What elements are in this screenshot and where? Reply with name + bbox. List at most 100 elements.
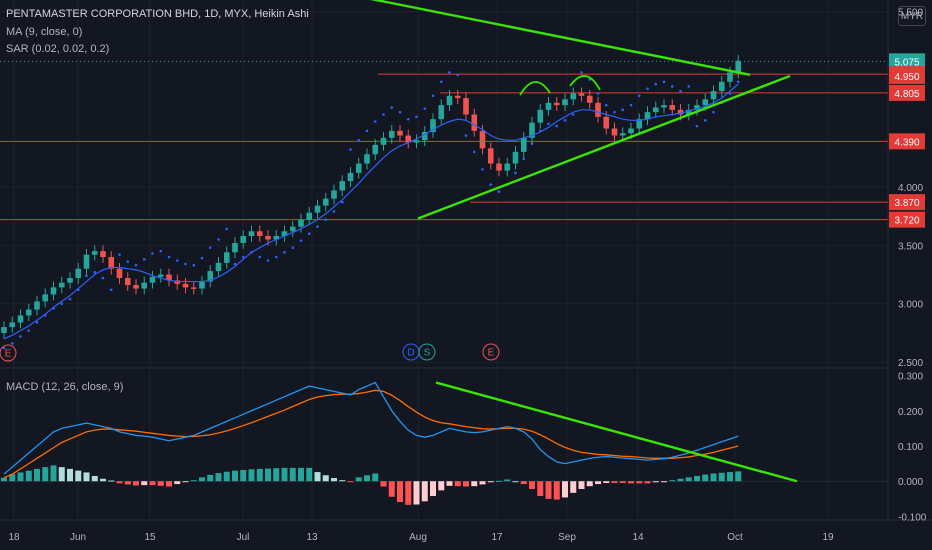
level-badge[interactable] [889, 84, 925, 101]
macd-legend[interactable]: MACD (12, 26, close, 9) [6, 381, 124, 393]
candle-body [669, 105, 676, 110]
sar-dot [497, 190, 501, 193]
price-axis[interactable]: 5.5004.0003.5003.0002.5005.0754.9654.805… [889, 8, 925, 369]
level-badge[interactable] [889, 211, 925, 228]
sar-dot [233, 262, 237, 266]
arc-drawings [519, 75, 601, 96]
candle-body [25, 309, 32, 316]
histogram-bar [545, 481, 552, 499]
sar-legend[interactable]: SAR (0.02, 0.02, 0.2) [6, 43, 110, 55]
candle-body [1, 327, 7, 333]
histogram-bar [446, 481, 453, 486]
candle-body [281, 231, 288, 236]
macd-tick-label: 0.000 [898, 477, 923, 488]
histogram-bar [141, 481, 148, 486]
ma-value-badge[interactable] [889, 67, 925, 84]
histogram-bar [240, 469, 247, 482]
ma-legend[interactable]: MA (9, close, 0) [6, 26, 83, 38]
time-tick-label: 15 [144, 532, 156, 543]
trendlines[interactable] [347, 0, 791, 220]
sar-dot [27, 329, 31, 332]
candle-body [34, 301, 40, 310]
sar-dot [382, 113, 385, 116]
sar-dot [439, 80, 443, 84]
sar-dot [118, 253, 121, 256]
currency-button[interactable]: MYR [898, 6, 926, 26]
time-tick-label: Sep [558, 532, 576, 543]
histogram-bar [190, 480, 197, 482]
sar-dot [563, 119, 567, 122]
sar-dots [2, 71, 740, 350]
candle-body [124, 278, 131, 286]
histogram-bar [529, 481, 535, 489]
candle-body [289, 226, 296, 232]
last-price-badge[interactable] [889, 53, 925, 70]
sar-dot [547, 122, 550, 126]
level-badge-text: 3.870 [894, 198, 919, 209]
sar-dot [365, 129, 369, 133]
candle-body [636, 119, 643, 129]
resistance-trendline[interactable] [347, 0, 751, 76]
macd-axis[interactable]: 0.300 0.200 0.100 0.000 -0.100 [898, 372, 927, 524]
candle-body [702, 99, 709, 106]
sar-dot [736, 80, 740, 84]
sar-dot [35, 321, 39, 324]
symbol-title[interactable]: PENTAMASTER CORPORATION BHD, 1D, MYX, He… [6, 8, 309, 20]
horizontal-levels [0, 60, 888, 221]
candle-body [586, 95, 593, 103]
histogram-bar [694, 475, 700, 482]
histogram-bar [133, 481, 139, 486]
sar-dot [596, 92, 600, 95]
candle-body [306, 212, 313, 220]
sar-dot [208, 246, 212, 249]
level-badge[interactable] [889, 133, 925, 150]
sar-dot [225, 227, 229, 231]
sar-dot [398, 110, 402, 114]
histogram-bar [25, 470, 32, 482]
sar-dot [456, 73, 460, 77]
candle-body [248, 231, 255, 236]
sar-dot [134, 263, 138, 267]
histogram-bar [421, 481, 428, 502]
time-axis[interactable]: 18 Jun 15 Jul 13 Aug 17 Sep 14 Oct 19 [8, 532, 834, 543]
macd-trendline[interactable] [435, 381, 798, 483]
time-tick-label: 13 [306, 532, 318, 543]
sar-dot [142, 258, 146, 261]
sar-dot [423, 107, 427, 110]
event-marker-label: S [424, 348, 431, 359]
sar-dot [167, 255, 171, 259]
sar-dot [695, 124, 699, 128]
histogram-bar [50, 465, 57, 482]
histogram-bar [149, 481, 156, 486]
histogram-bar [380, 481, 387, 487]
grid-lines [0, 0, 888, 520]
sar-dot [93, 270, 97, 274]
histogram-bar [479, 481, 486, 485]
event-marker[interactable] [482, 343, 500, 361]
histogram-bar [619, 481, 626, 483]
sar-dot [151, 252, 154, 255]
level-badge[interactable] [889, 194, 925, 211]
histogram-bar [487, 481, 494, 483]
sar-dot [60, 302, 64, 306]
histogram-bar [215, 473, 222, 482]
macd-tick-label: -0.100 [898, 512, 927, 523]
time-tick-label: 17 [491, 532, 503, 543]
sar-dot [481, 168, 484, 171]
candle-body [265, 235, 271, 240]
histogram-bar [17, 472, 24, 482]
sar-dot [390, 106, 394, 109]
event-marker[interactable] [418, 343, 436, 361]
sar-dot [654, 82, 658, 86]
candle-body [372, 144, 379, 155]
histogram-bar [199, 477, 205, 482]
sar-dot [415, 115, 418, 119]
sar-dot [489, 183, 493, 186]
sar-dot [522, 157, 526, 161]
candle-body [339, 181, 346, 191]
support-trendline[interactable] [417, 74, 791, 220]
candle-body [100, 251, 106, 258]
event-marker[interactable] [0, 344, 17, 362]
